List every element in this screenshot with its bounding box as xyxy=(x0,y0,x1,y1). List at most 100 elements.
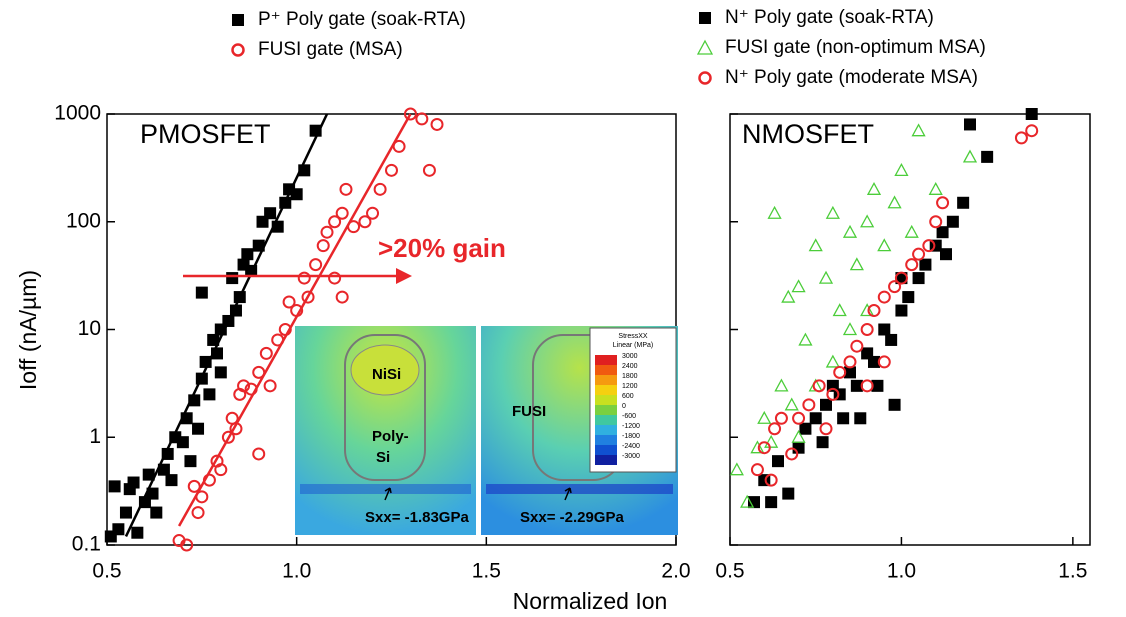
y-tick-label: 0.1 xyxy=(72,533,101,556)
marker xyxy=(837,412,849,424)
marker xyxy=(810,412,822,424)
inset-label: NiSi xyxy=(372,366,401,383)
marker xyxy=(109,480,121,492)
inset-label: Poly- xyxy=(372,428,409,445)
y-tick-label: 10 xyxy=(78,317,101,340)
annotation: >20% gain xyxy=(378,233,506,263)
marker xyxy=(128,477,140,489)
marker xyxy=(1026,108,1038,120)
x-tick-label: 1.5 xyxy=(472,560,501,583)
marker xyxy=(165,474,177,486)
marker xyxy=(375,184,386,195)
marker xyxy=(844,324,856,335)
x-tick-label: 1.5 xyxy=(1058,560,1087,583)
marker xyxy=(845,356,856,367)
marker xyxy=(851,259,863,270)
colorbar-swatch xyxy=(595,455,617,465)
inset-label: FUSI xyxy=(512,403,546,420)
marker xyxy=(299,273,310,284)
marker xyxy=(337,208,348,219)
colorbar-swatch xyxy=(595,375,617,385)
colorbar-swatch xyxy=(595,395,617,405)
marker xyxy=(291,188,303,200)
marker xyxy=(310,259,321,270)
colorbar-label: -1200 xyxy=(622,423,640,430)
colorbar-label: -2400 xyxy=(622,443,640,450)
colorbar-swatch xyxy=(595,435,617,445)
colorbar-label: 2400 xyxy=(622,363,638,370)
marker xyxy=(930,216,941,227)
marker xyxy=(902,291,914,303)
colorbar-swatch xyxy=(595,365,617,375)
marker xyxy=(957,197,969,209)
legend-label: FUSI gate (MSA) xyxy=(258,39,403,60)
panel-title: NMOSFET xyxy=(742,119,874,149)
inset: NiSiPoly-SiSxx= -1.83GPaFUSISxx= -2.29GP… xyxy=(295,326,678,535)
x-tick-label: 1.0 xyxy=(887,560,916,583)
marker xyxy=(241,248,253,260)
colorbar-label: 0 xyxy=(622,403,626,410)
marker xyxy=(810,240,822,251)
marker xyxy=(913,272,925,284)
marker xyxy=(340,184,351,195)
marker xyxy=(1016,132,1027,143)
marker xyxy=(772,455,784,467)
marker xyxy=(862,324,873,335)
marker xyxy=(820,272,832,283)
marker xyxy=(793,281,805,292)
colorbar-swatch xyxy=(595,355,617,365)
y-tick-label: 1000 xyxy=(54,102,101,125)
colorbar-label: -1800 xyxy=(622,433,640,440)
marker xyxy=(919,259,931,271)
marker xyxy=(913,125,925,136)
marker xyxy=(821,423,832,434)
marker xyxy=(913,249,924,260)
inset-label: Si xyxy=(376,449,390,466)
marker xyxy=(793,442,805,454)
marker xyxy=(782,291,794,302)
marker xyxy=(775,380,787,391)
legend-marker xyxy=(698,41,712,54)
marker xyxy=(337,292,348,303)
marker xyxy=(879,292,890,303)
x-tick-label: 2.0 xyxy=(661,560,690,583)
x-tick-label: 0.5 xyxy=(92,560,121,583)
marker xyxy=(367,208,378,219)
marker xyxy=(786,399,798,410)
marker xyxy=(834,305,846,316)
marker xyxy=(937,197,948,208)
marker xyxy=(226,272,238,284)
legend-marker xyxy=(232,14,244,26)
legend-marker xyxy=(233,45,244,56)
figure: 0.51.01.52.00.11101001000PMOSFETNormaliz… xyxy=(0,0,1126,617)
marker xyxy=(215,366,227,378)
marker xyxy=(861,216,873,227)
marker xyxy=(820,399,832,411)
marker xyxy=(329,273,340,284)
marker xyxy=(150,507,162,519)
marker xyxy=(253,448,264,459)
marker xyxy=(120,507,132,519)
marker xyxy=(895,305,907,317)
marker xyxy=(879,356,890,367)
marker xyxy=(318,240,329,251)
marker xyxy=(940,248,952,260)
marker xyxy=(177,436,189,448)
marker xyxy=(758,412,770,423)
marker xyxy=(834,367,845,378)
marker xyxy=(432,119,443,130)
marker xyxy=(827,356,839,367)
y-axis-label: Ioff (nA/µm) xyxy=(15,270,41,390)
marker xyxy=(964,118,976,130)
marker xyxy=(889,197,901,208)
marker xyxy=(878,240,890,251)
marker xyxy=(799,334,811,345)
marker xyxy=(131,527,143,539)
marker xyxy=(937,226,949,238)
marker xyxy=(803,399,814,410)
colorbar-label: 3000 xyxy=(622,353,638,360)
marker xyxy=(769,207,781,218)
legend-label: P⁺ Poly gate (soak-RTA) xyxy=(258,9,466,30)
marker xyxy=(752,464,763,475)
marker xyxy=(1026,125,1037,136)
